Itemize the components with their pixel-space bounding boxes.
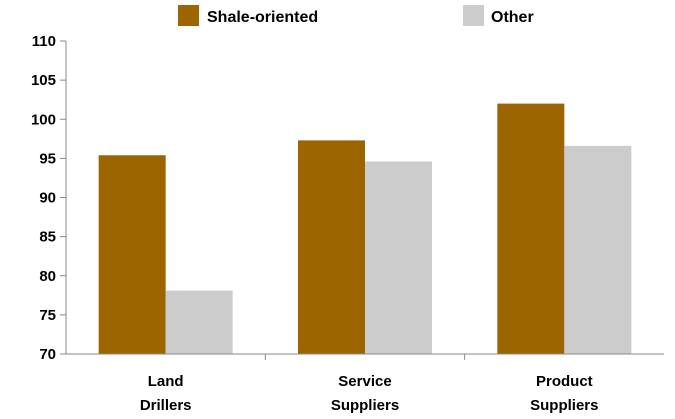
x-tick-label: Product Suppliers — [530, 373, 598, 414]
bar-other-product-suppliers — [564, 145, 632, 354]
y-tick-label: 75 — [39, 307, 56, 324]
bar-shale-oriented-land-drillers — [98, 155, 166, 354]
y-tick-label: 70 — [39, 346, 56, 363]
y-tick-label: 105 — [31, 72, 56, 89]
legend-label-other: Other — [491, 9, 534, 26]
legend-label-shale-oriented: Shale-oriented — [207, 9, 318, 26]
y-tick-label: 80 — [39, 268, 56, 285]
legend: Shale-oriented Other — [178, 5, 534, 26]
y-axis-ticks: 70 75 80 85 90 95 100 105 110 — [31, 33, 66, 363]
legend-swatch-shale-oriented — [178, 5, 199, 26]
bar-shale-oriented-product-suppliers — [497, 103, 565, 354]
x-axis-labels: Land Drillers Service Suppliers Product Suppl… — [140, 354, 599, 414]
legend-swatch-other — [463, 5, 484, 26]
y-tick-label: 100 — [31, 111, 56, 128]
y-tick-label: 90 — [39, 190, 56, 207]
bar-other-service-suppliers — [365, 161, 432, 354]
y-tick-label: 85 — [39, 229, 56, 246]
x-tick-label: Land Drillers — [140, 373, 192, 414]
y-tick-label: 95 — [39, 150, 56, 167]
x-tick-label: Service Suppliers — [331, 373, 399, 414]
bar-shale-oriented-service-suppliers — [298, 140, 365, 354]
y-tick-label: 110 — [32, 33, 56, 50]
axes — [65, 41, 664, 355]
bars — [98, 103, 632, 354]
bar-other-land-drillers — [165, 290, 233, 354]
